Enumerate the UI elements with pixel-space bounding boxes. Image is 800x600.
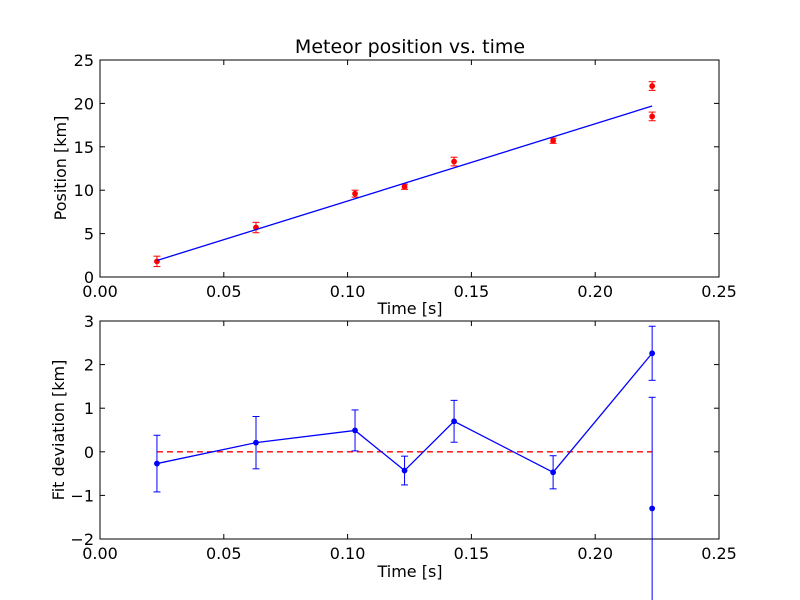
deviation-x-tick-label: 0.05: [206, 544, 242, 563]
position-data-point: [451, 158, 457, 165]
deviation-x-tick-label: 0.25: [701, 544, 737, 563]
position-x-tick-label: 0.15: [454, 282, 490, 301]
deviation-x-tick-label: 0.10: [330, 544, 366, 563]
position-x-tick-label: 0.10: [330, 282, 366, 301]
deviation-x-tick-label: 0.20: [577, 544, 613, 563]
position-plot: 0.00 0.05 0.10 0.15 0.20 0.25 0 5 10 15 20 25: [74, 51, 737, 301]
deviation-y-axis-label: Fit deviation [km]: [49, 360, 68, 501]
deviation-y-tick-label: 2: [84, 356, 94, 375]
position-data-point: [550, 137, 557, 144]
position-data-point: [401, 183, 408, 190]
position-fit-line: [156, 105, 653, 262]
deviation-data-point: [649, 505, 656, 512]
position-y-axis-label: Position [km]: [51, 116, 70, 221]
position-x-tick-label: 0.25: [701, 282, 737, 301]
position-y-tick-label: 10: [74, 181, 94, 200]
deviation-axes-frame: [99, 320, 720, 540]
position-data-point: [352, 190, 358, 197]
position-y-tick-label: 5: [84, 225, 94, 244]
deviation-data-point: [154, 460, 160, 467]
position-x-tick-label: 0.00: [82, 282, 118, 301]
position-x-axis-label: Time [s]: [376, 299, 442, 318]
position-x-tick-label: 0.20: [577, 282, 613, 301]
deviation-x-tick-label: 0.15: [454, 544, 490, 563]
position-x-tick-label: 0.05: [206, 282, 242, 301]
deviation-x-axis-label: Time [s]: [376, 562, 442, 581]
deviation-data-point: [253, 439, 259, 446]
deviation-data-point: [451, 418, 457, 425]
deviation-y-tick-label: −2: [70, 530, 94, 549]
position-data-point: [649, 113, 656, 120]
deviation-data-point: [352, 427, 358, 434]
position-y-tick-label: 25: [74, 51, 94, 70]
deviation-y-tick-label: −1: [70, 486, 94, 505]
deviation-x-tick-label: 0.00: [82, 544, 118, 563]
position-axes-frame: [99, 59, 720, 278]
deviation-y-tick-label: 1: [84, 399, 94, 418]
deviation-data-point: [550, 469, 557, 476]
position-y-tick-label: 0: [84, 268, 94, 287]
position-y-tick-label: 20: [74, 94, 94, 113]
figure-title: Meteor position vs. time: [295, 36, 525, 58]
deviation-plot: 0.00 0.05 0.10 0.15 0.20 0.25 −2 −1 0 1 2 3: [70, 312, 737, 600]
position-data-point: [649, 83, 656, 89]
deviation-data-point: [649, 350, 656, 357]
deviation-y-tick-label: 3: [84, 312, 94, 331]
deviation-y-tick-label: 0: [84, 443, 94, 462]
position-y-tick-label: 15: [74, 138, 94, 157]
deviation-data-point: [401, 467, 408, 474]
